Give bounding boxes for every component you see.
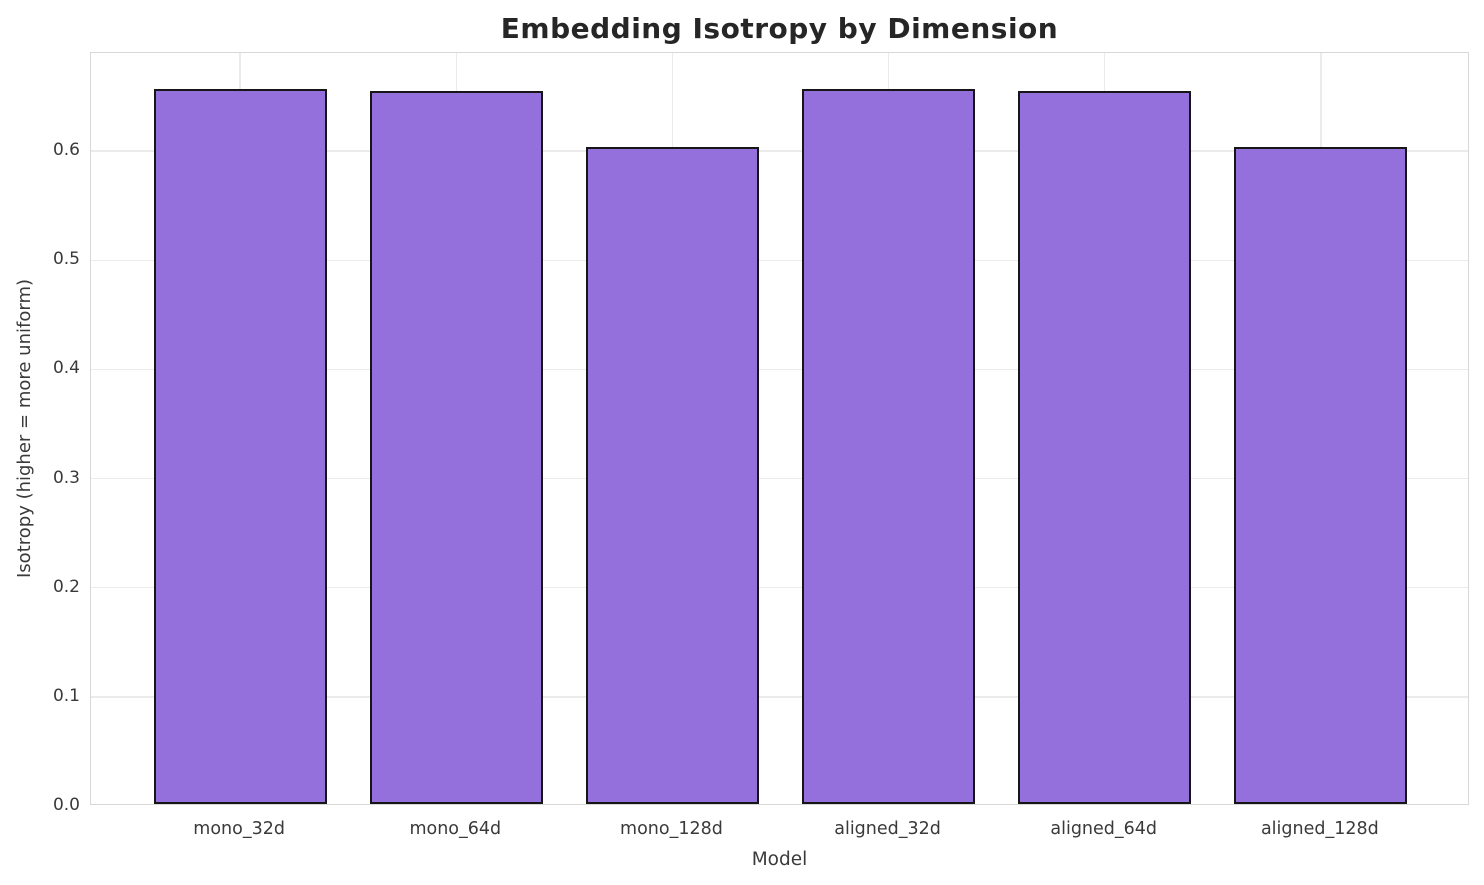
y-tick-label: 0.0	[52, 795, 80, 815]
gridline-horizontal	[91, 586, 1468, 589]
bar-aligned_32d	[802, 89, 976, 804]
chart-title: Embedding Isotropy by Dimension	[500, 12, 1059, 45]
y-tick-label: 0.6	[52, 140, 80, 161]
y-tick-label: 0.5	[52, 249, 80, 270]
x-tick-label: mono_64d	[409, 819, 502, 839]
x-tick-label: mono_32d	[193, 819, 285, 839]
bar-aligned_64d	[1018, 91, 1192, 804]
x-axis-label: Model	[751, 849, 808, 870]
bar-mono_32d	[153, 89, 327, 804]
gridline-horizontal	[91, 696, 1468, 698]
bar-mono_64d	[369, 91, 543, 804]
y-tick-label: 0.2	[52, 576, 80, 597]
gridline-horizontal	[91, 477, 1468, 480]
x-tick-label: aligned_64d	[1050, 819, 1158, 839]
bar-aligned_128d	[1234, 147, 1408, 804]
y-tick-label: 0.3	[52, 467, 80, 488]
gridline-horizontal	[91, 259, 1468, 262]
x-tick-label: aligned_128d	[1260, 819, 1379, 839]
x-tick-label: mono_128d	[620, 819, 723, 839]
gridline-horizontal	[91, 368, 1468, 371]
x-tick-label: aligned_32d	[834, 819, 941, 839]
gridline-horizontal	[91, 150, 1468, 152]
y-axis-label: Isotropy (higher = more uniform)	[14, 279, 35, 578]
plot-area	[90, 52, 1469, 805]
y-tick-label: 0.1	[52, 685, 80, 706]
bar-mono_128d	[585, 147, 759, 804]
y-tick-label: 0.4	[52, 358, 80, 379]
